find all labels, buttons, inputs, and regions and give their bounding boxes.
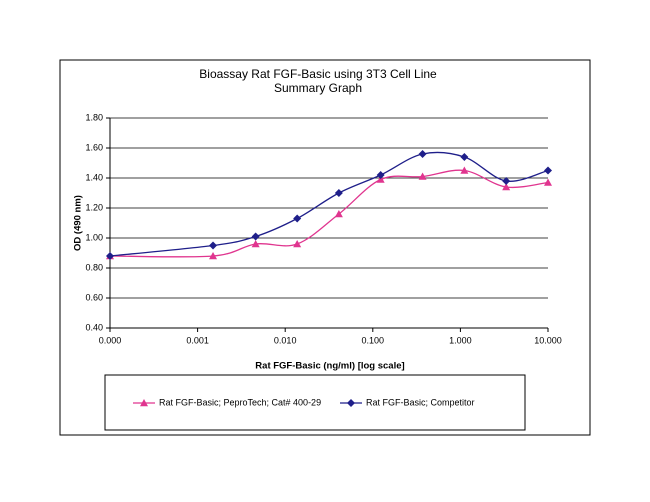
data-point — [334, 210, 343, 218]
data-point — [293, 214, 302, 223]
data-point — [460, 153, 469, 161]
data-point — [544, 166, 552, 175]
y-tick-label: 1.80 — [85, 112, 103, 122]
data-point — [209, 252, 218, 260]
y-tick-label: 1.60 — [85, 142, 103, 152]
data-point — [460, 166, 469, 174]
data-point — [293, 240, 302, 248]
series-line — [109, 151, 549, 257]
data-point — [251, 232, 260, 241]
y-tick-label: 1.00 — [85, 232, 103, 242]
chart-title: Bioassay Rat FGF-Basic using 3T3 Cell Li… — [199, 67, 437, 81]
x-axis-label: Rat FGF-Basic (ng/ml) [log scale] — [255, 361, 404, 372]
chart-border — [59, 59, 591, 436]
data-point — [251, 240, 260, 248]
legend-label: Rat FGF-Basic; Competitor — [366, 397, 475, 407]
legend-label: Rat FGF-Basic; PeproTech; Cat# 400-29 — [159, 397, 321, 407]
x-tick-label: 0.010 — [274, 335, 297, 345]
y-tick-label: 0.80 — [85, 262, 103, 272]
data-point — [544, 178, 552, 186]
data-point — [376, 171, 385, 179]
legend-marker — [140, 399, 148, 407]
data-point — [209, 241, 218, 250]
data-point — [334, 189, 343, 197]
data-point — [418, 150, 427, 158]
x-tick-label: 0.000 — [99, 335, 122, 345]
y-tick-label: 0.60 — [85, 292, 103, 302]
x-tick-label: 0.100 — [362, 335, 385, 345]
data-point — [502, 183, 511, 191]
data-point — [376, 175, 385, 183]
chart-subtitle: Summary Graph — [274, 81, 362, 95]
legend-marker — [347, 399, 355, 407]
x-tick-label: 0.001 — [186, 335, 209, 345]
y-tick-label: 0.40 — [85, 322, 103, 332]
data-point — [502, 177, 511, 185]
x-tick-label: 10.000 — [534, 335, 562, 345]
legend-box — [104, 374, 526, 431]
y-tick-label: 1.40 — [85, 172, 103, 182]
x-tick-label: 1.000 — [449, 335, 472, 345]
y-tick-label: 1.20 — [85, 202, 103, 212]
data-point — [106, 252, 114, 260]
data-point — [418, 172, 427, 180]
y-axis-label: OD (490 nm) — [73, 195, 84, 251]
series-line — [109, 169, 549, 258]
